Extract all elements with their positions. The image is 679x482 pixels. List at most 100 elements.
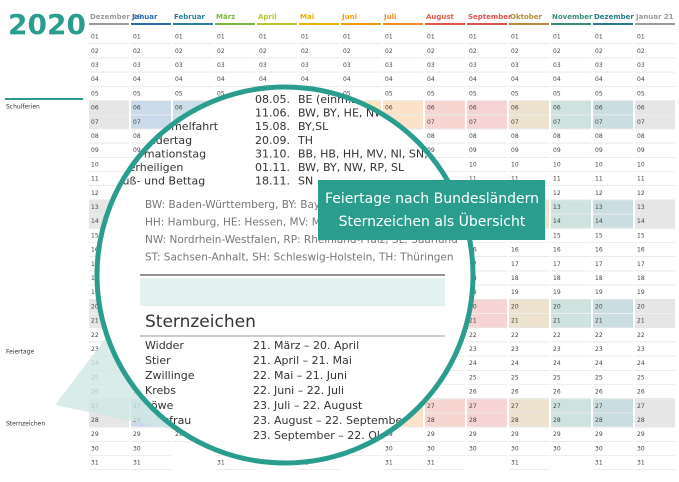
day-number: 28 — [469, 417, 477, 424]
day-number: 02 — [427, 48, 435, 55]
zodiac-name: Widder — [145, 339, 184, 352]
weekend-cell — [509, 299, 549, 313]
day-number: 02 — [553, 48, 561, 55]
day-number: 29 — [553, 431, 561, 438]
day-number: 17 — [637, 261, 645, 268]
day-number: 24 — [637, 360, 645, 367]
weekend-cell — [509, 413, 549, 427]
weekend-cell — [551, 115, 591, 129]
day-number: 01 — [511, 34, 519, 41]
day-number: 25 — [595, 374, 603, 381]
weekend-cell — [425, 101, 465, 115]
day-number: 04 — [427, 76, 435, 83]
month-header: März — [216, 13, 235, 21]
holiday-states: SN — [298, 175, 313, 188]
day-number: 08 — [469, 133, 477, 140]
weekend-cell — [635, 200, 675, 214]
day-number: 18 — [595, 275, 603, 282]
weekend-cell — [593, 200, 633, 214]
weekend-cell — [509, 399, 549, 413]
day-number: 05 — [469, 90, 477, 97]
weekend-cell — [425, 115, 465, 129]
day-number: 02 — [217, 48, 225, 55]
month-header: September — [468, 13, 512, 21]
day-number: 19 — [553, 289, 561, 296]
day-number: 11 — [553, 176, 561, 183]
day-number: 17 — [511, 261, 519, 268]
day-number: 13 — [637, 204, 645, 211]
zodiac-dates: 22. Juni – 22. Juli — [253, 384, 344, 397]
holiday-states: TH — [297, 134, 313, 147]
day-number: 09 — [133, 147, 141, 154]
day-number: 06 — [385, 105, 393, 112]
weekend-cell — [509, 115, 549, 129]
day-number: 15 — [595, 232, 603, 239]
day-number: 03 — [217, 62, 225, 69]
month-header: Februar — [174, 13, 205, 21]
day-number: 09 — [427, 147, 435, 154]
day-number: 16 — [511, 247, 519, 254]
day-number: 29 — [91, 431, 99, 438]
day-number: 06 — [553, 105, 561, 112]
day-number: 21 — [511, 318, 519, 325]
weekend-cell — [509, 101, 549, 115]
day-number: 21 — [595, 318, 603, 325]
weekend-cell — [593, 101, 633, 115]
day-number: 05 — [511, 90, 519, 97]
month-header: Oktober — [510, 13, 543, 21]
day-number: 03 — [343, 62, 351, 69]
day-number: 30 — [511, 445, 519, 452]
day-number: 10 — [469, 161, 477, 168]
day-number: 06 — [637, 105, 645, 112]
month-header: Juli — [383, 13, 396, 21]
weekend-cell — [383, 101, 423, 115]
day-number: 02 — [511, 48, 519, 55]
day-number: 01 — [427, 34, 435, 41]
day-number: 19 — [595, 289, 603, 296]
day-number: 07 — [427, 119, 435, 126]
day-number: 09 — [553, 147, 561, 154]
month-header: November — [552, 13, 593, 21]
day-number: 07 — [133, 119, 141, 126]
day-number: 15 — [553, 232, 561, 239]
holiday-name: Buß- und Bettag — [115, 175, 205, 188]
day-number: 03 — [385, 62, 393, 69]
section-title: Feiertage — [6, 349, 34, 356]
weekend-cell — [593, 115, 633, 129]
day-number: 29 — [637, 431, 645, 438]
day-number: 12 — [553, 190, 561, 197]
day-number: 13 — [91, 204, 99, 211]
day-number: 06 — [595, 105, 603, 112]
day-number: 18 — [511, 275, 519, 282]
day-number: 23 — [637, 346, 645, 353]
day-number: 04 — [595, 76, 603, 83]
weekend-cell — [551, 314, 591, 328]
day-number: 05 — [595, 90, 603, 97]
day-number: 10 — [553, 161, 561, 168]
day-number: 04 — [469, 76, 477, 83]
day-number: 24 — [469, 360, 477, 367]
day-number: 04 — [175, 76, 183, 83]
weekend-cell — [509, 314, 549, 328]
weekend-cell — [635, 214, 675, 228]
day-number: 03 — [427, 62, 435, 69]
day-number: 30 — [595, 445, 603, 452]
day-number: 31 — [217, 460, 225, 467]
day-number: 05 — [427, 90, 435, 97]
day-number: 06 — [133, 105, 141, 112]
lens-ring — [94, 84, 476, 466]
holiday-date: 08.05. — [255, 93, 290, 106]
day-number: 01 — [217, 34, 225, 41]
day-number: 02 — [133, 48, 141, 55]
day-number: 03 — [469, 62, 477, 69]
holiday-date: 18.11. — [255, 175, 290, 188]
day-number: 20 — [553, 303, 561, 310]
weekend-cell — [89, 115, 129, 129]
day-number: 07 — [91, 119, 99, 126]
day-number: 05 — [553, 90, 561, 97]
month-bar — [509, 23, 549, 25]
weekend-cell — [131, 101, 171, 115]
month-bar — [383, 23, 423, 25]
day-number: 26 — [595, 389, 603, 396]
